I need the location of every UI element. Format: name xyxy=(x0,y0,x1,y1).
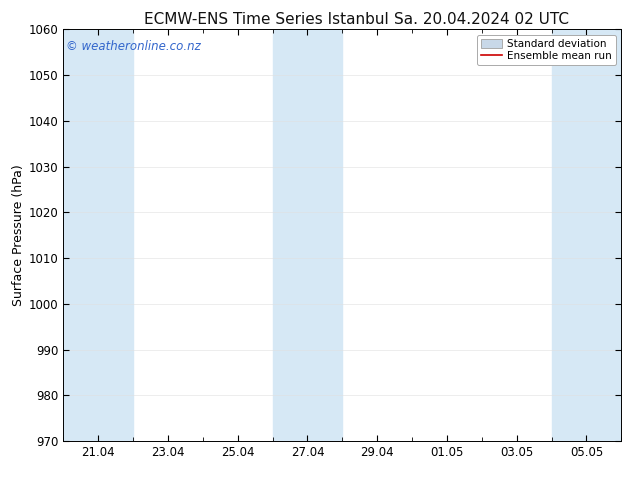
Text: © weatheronline.co.nz: © weatheronline.co.nz xyxy=(66,40,201,53)
Text: Sa. 20.04.2024 02 UTC: Sa. 20.04.2024 02 UTC xyxy=(394,12,569,27)
Bar xyxy=(552,29,621,441)
Legend: Standard deviation, Ensemble mean run: Standard deviation, Ensemble mean run xyxy=(477,35,616,65)
Text: ECMW-ENS Time Series Istanbul: ECMW-ENS Time Series Istanbul xyxy=(144,12,389,27)
Y-axis label: Surface Pressure (hPa): Surface Pressure (hPa) xyxy=(11,164,25,306)
Bar xyxy=(273,29,342,441)
Bar xyxy=(63,29,133,441)
